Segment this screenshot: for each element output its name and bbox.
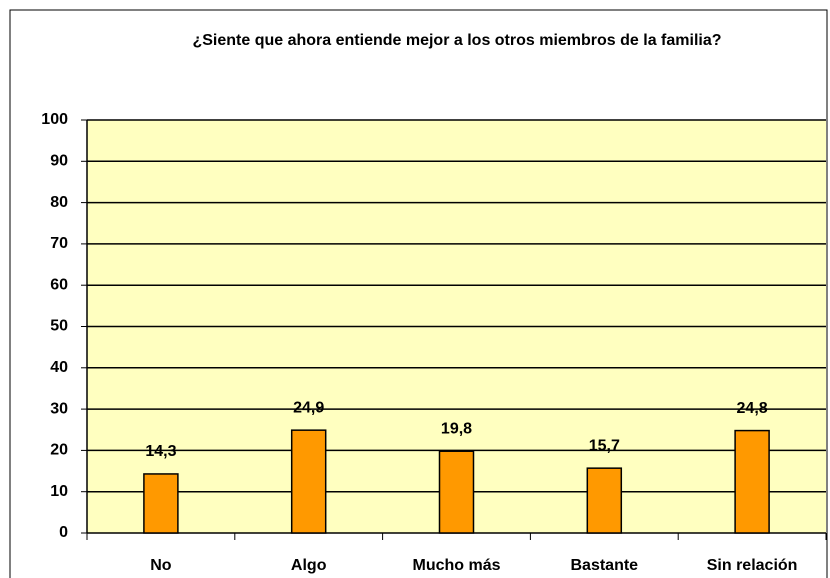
y-tick-label: 20 bbox=[50, 442, 68, 459]
bar bbox=[143, 473, 179, 534]
y-tick-label: 40 bbox=[50, 359, 68, 376]
bar bbox=[290, 429, 327, 534]
bar bbox=[734, 429, 770, 534]
y-tick-label: 30 bbox=[50, 400, 68, 417]
y-tick-label: 80 bbox=[50, 194, 68, 211]
data-label: 24,8 bbox=[737, 400, 768, 417]
x-tick-label: Algo bbox=[291, 557, 327, 574]
bar bbox=[438, 450, 475, 534]
y-tick-label: 90 bbox=[50, 153, 68, 170]
y-tick-label: 70 bbox=[50, 235, 68, 252]
x-tick-label: Mucho más bbox=[412, 557, 500, 574]
bar bbox=[586, 467, 623, 534]
chart-title: ¿Siente que ahora entiende mejor a los o… bbox=[192, 32, 722, 49]
y-tick-label: 60 bbox=[50, 276, 68, 293]
data-label: 24,9 bbox=[293, 399, 324, 416]
y-tick-label: 10 bbox=[50, 483, 68, 500]
data-label: 14,3 bbox=[145, 443, 176, 460]
y-tick-label: 0 bbox=[59, 524, 68, 541]
y-tick-label: 50 bbox=[50, 318, 68, 335]
x-tick-label: Sin relación bbox=[707, 557, 798, 574]
data-label: 15,7 bbox=[589, 437, 620, 454]
y-tick-label: 100 bbox=[41, 111, 68, 128]
x-tick-label: No bbox=[150, 557, 172, 574]
data-label: 19,8 bbox=[441, 420, 472, 437]
x-tick-label: Bastante bbox=[571, 557, 639, 574]
